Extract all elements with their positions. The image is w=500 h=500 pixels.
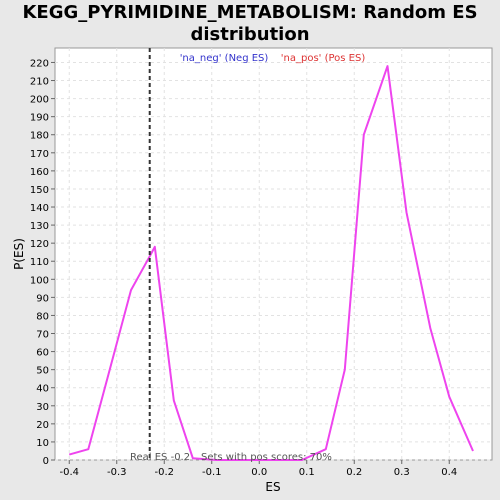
y-tick-label: 40 bbox=[36, 384, 49, 395]
y-tick-label: 80 bbox=[36, 311, 49, 322]
y-tick-label: 0 bbox=[43, 456, 49, 467]
chart-title-line-1: KEGG_PYRIMIDINE_METABOLISM: Random ES bbox=[22, 2, 478, 23]
y-tick-label: 110 bbox=[30, 257, 49, 268]
y-tick-label: 60 bbox=[36, 348, 49, 359]
y-tick-label: 30 bbox=[36, 402, 49, 413]
y-tick-label: 130 bbox=[30, 221, 49, 232]
y-tick-label: 100 bbox=[30, 275, 49, 286]
y-tick-label: 200 bbox=[30, 95, 49, 106]
series-layer bbox=[68, 65, 474, 461]
y-axis-ticks: 0 10 20 30 40 50 60 70 80 90 100 110 120 130 140 150 160… bbox=[30, 58, 55, 467]
x-tick-label: -0.4 bbox=[59, 467, 79, 478]
x-tick-label: -0.1 bbox=[202, 467, 222, 478]
legend-neg-label: 'na_neg' (Neg ES) bbox=[180, 53, 269, 64]
x-tick-label: 0.0 bbox=[251, 467, 267, 478]
x-tick-label: 0.2 bbox=[346, 467, 362, 478]
x-axis-ticks: -0.4 -0.3 -0.2 -0.1 0.0 0.1 0.2 0.3 0.4 bbox=[59, 460, 457, 478]
x-tick-label: 0.4 bbox=[441, 467, 457, 478]
y-tick-label: 10 bbox=[36, 438, 49, 449]
x-tick-label: -0.3 bbox=[107, 467, 127, 478]
y-tick-label: 210 bbox=[30, 77, 49, 88]
chart-title-line-2: distribution bbox=[190, 24, 310, 45]
y-tick-label: 190 bbox=[30, 113, 49, 124]
pos-scores-annotation: Sets with pos scores: 70% bbox=[201, 452, 332, 463]
x-axis-label: ES bbox=[265, 480, 280, 494]
y-tick-label: 170 bbox=[30, 149, 49, 160]
y-tick-label: 160 bbox=[30, 167, 49, 178]
y-tick-label: 70 bbox=[36, 330, 49, 341]
y-tick-label: 150 bbox=[30, 185, 49, 196]
y-tick-label: 140 bbox=[30, 203, 49, 214]
x-tick-label: -0.2 bbox=[154, 467, 174, 478]
y-tick-label: 120 bbox=[30, 239, 49, 250]
legend-pos-label: 'na_pos' (Pos ES) bbox=[281, 53, 366, 64]
grid-lines bbox=[55, 48, 492, 461]
y-tick-label: 50 bbox=[36, 366, 49, 377]
x-tick-label: 0.3 bbox=[394, 467, 410, 478]
x-tick-label: 0.1 bbox=[299, 467, 315, 478]
y-tick-label: 180 bbox=[30, 131, 49, 142]
chart-title: KEGG_PYRIMIDINE_METABOLISM: Random ES di… bbox=[0, 2, 500, 46]
y-tick-label: 20 bbox=[36, 420, 49, 431]
y-tick-label: 220 bbox=[30, 58, 49, 69]
y-tick-label: 90 bbox=[36, 293, 49, 304]
real-es-annotation: Real ES -0.2 bbox=[130, 452, 190, 463]
plot-area bbox=[54, 47, 493, 461]
es-distribution-line bbox=[68, 65, 474, 461]
y-axis-label: P(ES) bbox=[12, 238, 26, 270]
